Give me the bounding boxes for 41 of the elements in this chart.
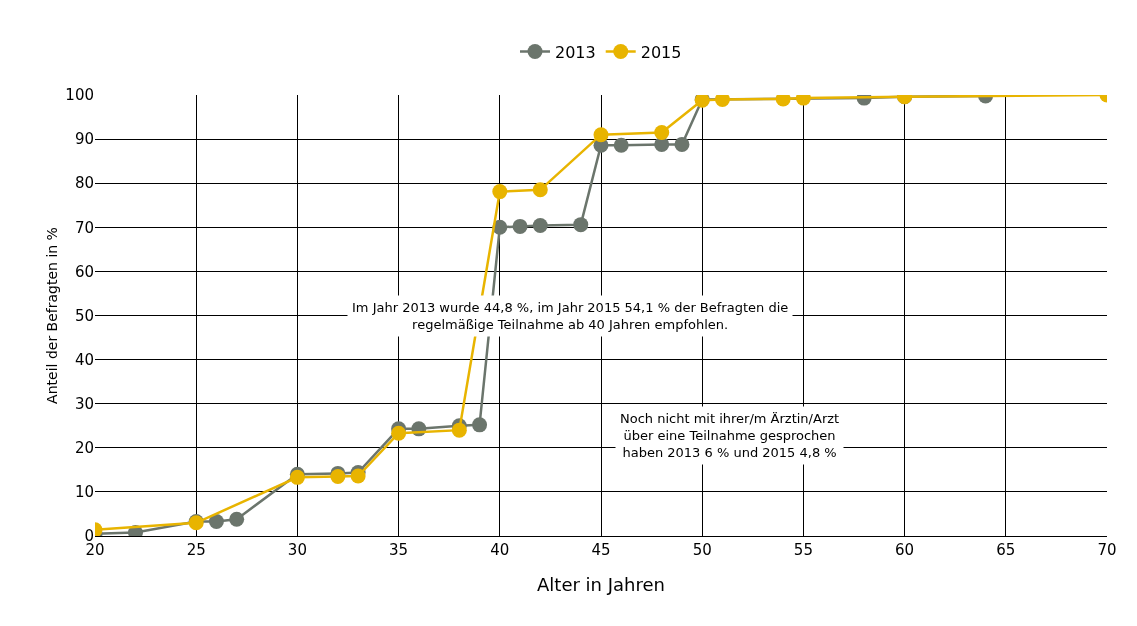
point [472,417,488,433]
y-axis-title: Anteil der Befragten in % [44,227,60,404]
y-tick-label: 30 [74,394,94,413]
point [613,137,629,153]
point [593,127,609,143]
y-tick-label: 50 [74,306,94,325]
point [451,422,467,438]
x-tick-label: 50 [692,541,712,559]
x-tick-label: 70 [1097,541,1117,559]
legend-label: 2015 [640,42,682,62]
point [573,217,589,233]
x-tick-label: 55 [793,541,813,559]
x-tick-label: 40 [490,541,510,559]
legend-label: 2013 [555,42,596,62]
y-tick-label: 60 [74,262,94,281]
point [532,218,548,234]
point [391,425,407,441]
point [654,124,670,140]
x-tick-label: 35 [389,541,409,559]
point [492,184,508,200]
point [208,513,224,529]
x-tick-label: 30 [287,541,307,559]
point [532,182,548,198]
point [674,136,690,152]
x-axis-title: Alter in Jahren [537,574,665,596]
annotation: Noch nicht mit ihrer/m Ärztin/Arzt über eine Teilnahme gesprochen haben 2013 6 % und 2015 4,8 % [620,411,840,460]
y-tick-label: 10 [74,483,94,502]
y-tick-label: 90 [74,130,94,149]
x-tick-label: 45 [591,541,611,559]
x-tick-label: 65 [996,541,1016,559]
point [350,468,366,484]
annotation: Im Jahr 2013 wurde 44,8 %, im Jahr 2015 54,1 % der Befragten die regelmäßige Teilnahme ab 40 Jahren empfohlen. [352,300,789,332]
point [512,218,528,234]
y-tick-label: 80 [74,174,94,193]
y-tick-label: 70 [74,218,94,237]
y-tick-label: 40 [74,350,94,369]
y-tick-label: 20 [74,439,94,458]
y-tick-label: 100 [65,86,94,105]
point [229,511,245,527]
x-tick-label: 25 [186,541,206,559]
x-tick-label: 60 [895,541,915,559]
